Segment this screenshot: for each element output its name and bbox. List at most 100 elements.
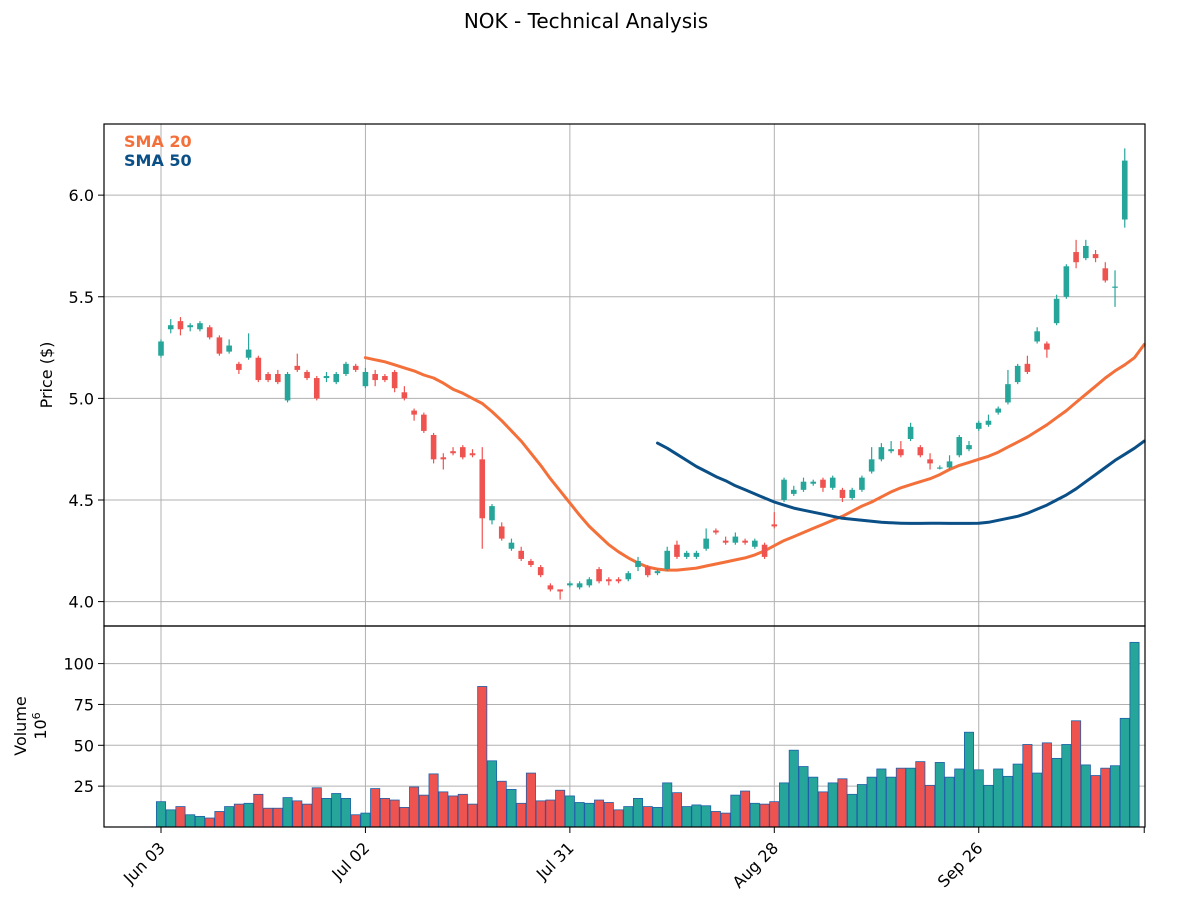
candle [615, 577, 622, 584]
candle [703, 528, 709, 551]
volume-bar [817, 791, 828, 828]
candle-body [966, 445, 972, 450]
candle [693, 550, 700, 559]
candle-body [713, 530, 719, 533]
x-tick-label: Jul 02 [327, 838, 373, 884]
candle [528, 558, 534, 568]
candle [859, 475, 865, 492]
candle [382, 373, 388, 383]
x-tick-label: Jul 31 [532, 838, 578, 884]
volume-bars [155, 641, 1140, 828]
candle-body [382, 376, 388, 381]
candle-body [907, 426, 914, 440]
candle-body [167, 325, 174, 330]
candle [732, 532, 739, 545]
candle-body [450, 451, 456, 454]
candle [567, 581, 573, 588]
volume-bar [1110, 765, 1121, 828]
candle-body [576, 583, 583, 588]
volume-bar [710, 811, 721, 828]
price-panel: 4.0 4.5 5.0 5.5 6.0 Price ($) SMA 20 SMA 50 [37, 123, 1146, 627]
candle-body [985, 420, 992, 425]
volume-bar [681, 806, 692, 828]
candle-body [596, 569, 602, 582]
volume-bar [545, 799, 556, 828]
candle [177, 317, 184, 336]
candle [362, 367, 369, 389]
candle-body [245, 349, 252, 358]
volume-bar [1129, 641, 1140, 828]
volume-bar [944, 776, 955, 828]
volume-bar [886, 776, 897, 828]
candle [1005, 369, 1011, 405]
candle-body [635, 560, 641, 568]
candle-body [888, 449, 894, 452]
candle [1112, 270, 1118, 307]
candle [985, 414, 992, 427]
volume-bar [798, 766, 809, 828]
candle-body [752, 540, 758, 547]
candle-body [868, 459, 875, 472]
volume-bar [175, 806, 186, 828]
candle-body [294, 365, 301, 370]
candle [1102, 262, 1109, 283]
candle-body [518, 550, 524, 559]
candle-body [878, 447, 885, 460]
candle-body [537, 567, 544, 576]
x-tick-label: Aug 28 [729, 838, 783, 892]
candle [820, 477, 826, 492]
volume-bar [691, 804, 702, 828]
candle [625, 571, 632, 582]
candle-body [1121, 160, 1128, 220]
candle-body [362, 371, 369, 387]
volume-bar [925, 784, 936, 828]
candle [1014, 363, 1021, 385]
candle-body [177, 321, 184, 330]
candle [888, 441, 894, 454]
volume-bar [194, 815, 205, 828]
volume-bar [1012, 763, 1023, 828]
volume-bar [555, 789, 566, 828]
candle-body [790, 489, 797, 494]
candle [995, 406, 1002, 415]
candle [265, 371, 271, 383]
candle-body [1092, 254, 1099, 259]
candle [255, 355, 262, 383]
candle [226, 339, 232, 354]
candle [391, 369, 398, 393]
price-y-ticks: 4.0 4.5 5.0 5.5 6.0 [69, 186, 104, 612]
volume-bar [535, 800, 546, 828]
candle-body [761, 544, 768, 557]
volume-bar [701, 805, 712, 828]
candle [206, 325, 213, 340]
candle [722, 536, 729, 545]
candle-body [236, 363, 242, 370]
volume-bar [340, 798, 351, 828]
volume-bar [915, 761, 926, 828]
candle-body [489, 506, 495, 521]
candle-body [255, 357, 262, 381]
candle [927, 453, 933, 470]
volume-bar [311, 787, 322, 828]
candle-body [644, 567, 651, 576]
volume-bar [418, 794, 429, 828]
candle-body [284, 373, 291, 401]
candle [635, 556, 641, 572]
candle [742, 538, 748, 545]
volume-bar [155, 801, 166, 828]
chart-title: NOK - Technical Analysis [464, 9, 708, 33]
candle-body [352, 365, 359, 370]
candle [187, 323, 194, 332]
candle-body [323, 376, 330, 379]
volume-bar [964, 731, 975, 828]
candle-body [615, 579, 622, 582]
candle [518, 546, 524, 561]
candle-body [1044, 343, 1050, 350]
x-tick-label: Sep 26 [934, 838, 987, 891]
candle [236, 361, 242, 374]
volume-bar [214, 811, 225, 828]
candle-body [343, 363, 349, 374]
candle [275, 369, 281, 385]
candle [878, 443, 885, 462]
candle [469, 449, 476, 458]
